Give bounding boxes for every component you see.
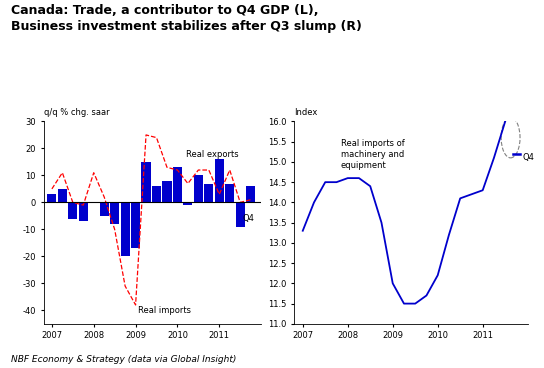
Text: Index: Index (294, 109, 317, 117)
Bar (236, 202, 245, 227)
Text: Real imports: Real imports (138, 306, 191, 315)
Text: Canada: Trade, a contributor to Q4 GDP (L),
Business investment stabilizes after: Canada: Trade, a contributor to Q4 GDP (… (11, 4, 362, 33)
Bar (246, 186, 255, 202)
Bar (152, 186, 161, 202)
Text: Real exports: Real exports (186, 149, 238, 159)
Bar (79, 202, 88, 221)
Bar (110, 202, 119, 224)
Text: Real imports of
machinery and
equipment: Real imports of machinery and equipment (341, 139, 405, 170)
Bar (183, 202, 193, 205)
Text: Q4: Q4 (522, 153, 534, 162)
Bar (204, 184, 213, 202)
Bar (47, 194, 57, 202)
Bar (194, 176, 203, 202)
Bar (131, 202, 140, 248)
Text: NBF Economy & Strategy (data via Global Insight): NBF Economy & Strategy (data via Global … (11, 355, 236, 364)
Text: q/q % chg. saar: q/q % chg. saar (44, 109, 109, 117)
Bar (68, 202, 77, 219)
Bar (225, 184, 234, 202)
Bar (215, 159, 224, 202)
Bar (162, 181, 171, 202)
Bar (173, 167, 182, 202)
Bar (121, 202, 129, 256)
Bar (58, 189, 67, 202)
Bar (141, 162, 151, 202)
Text: Q4: Q4 (242, 214, 254, 223)
Bar (100, 202, 109, 216)
